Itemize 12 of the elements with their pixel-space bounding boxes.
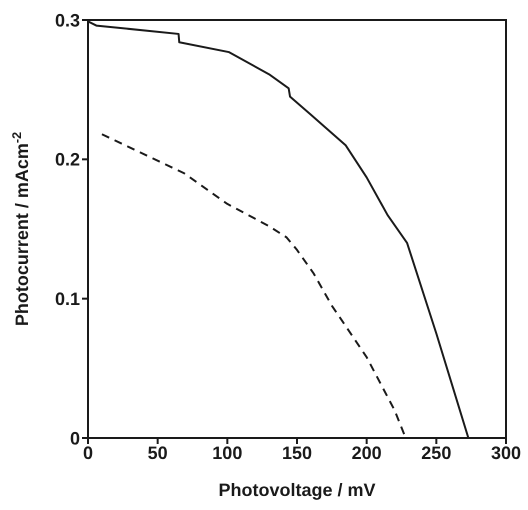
y-tick-label: 0 (70, 428, 80, 448)
y-tick-label: 0.3 (54, 10, 80, 30)
x-tick-label: 250 (421, 442, 452, 463)
y-tick-label: 0.1 (54, 289, 80, 310)
x-tick-label: 50 (148, 442, 168, 463)
x-tick-label: 100 (212, 442, 242, 463)
x-tick-label: 200 (352, 442, 382, 463)
x-tick-label: 150 (282, 442, 312, 463)
y-tick-label: 0.2 (54, 150, 80, 170)
x-axis-title: Photovoltage / mV (218, 480, 376, 500)
x-tick-label: 300 (490, 442, 522, 463)
x-tick-label: 0 (82, 442, 94, 463)
